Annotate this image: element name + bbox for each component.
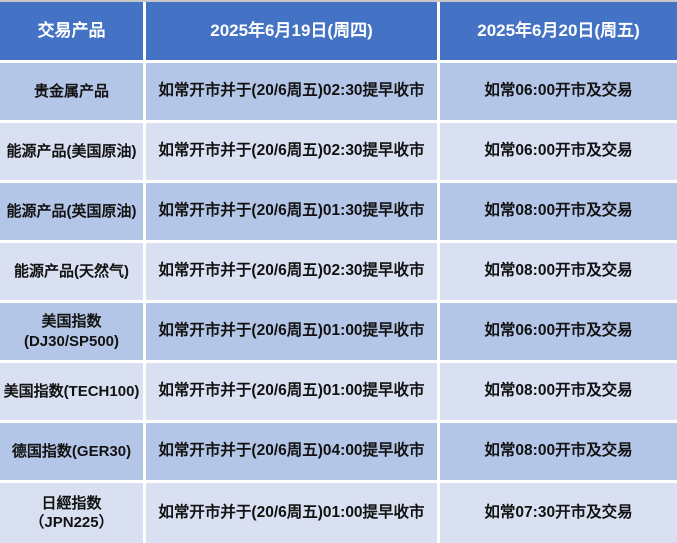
cell-product: 能源产品(美国原油) xyxy=(0,123,143,180)
cell-product: 贵金属产品 xyxy=(0,63,143,120)
cell-jun20-schedule: 如常07:30开市及交易 xyxy=(440,483,677,543)
cell-product: 日經指数 （JPN225） xyxy=(0,483,143,543)
cell-jun20-schedule: 如常08:00开市及交易 xyxy=(440,243,677,300)
cell-jun20-schedule: 如常08:00开市及交易 xyxy=(440,423,677,480)
cell-product: 美国指数(DJ30/SP500) xyxy=(0,303,143,360)
cell-product: 美国指数(TECH100) xyxy=(0,363,143,420)
cell-jun19-schedule: 如常开市并于(20/6周五)01:00提早收市 xyxy=(146,483,437,543)
cell-jun19-schedule: 如常开市并于(20/6周五)01:00提早收市 xyxy=(146,363,437,420)
cell-jun19-schedule: 如常开市并于(20/6周五)02:30提早收市 xyxy=(146,243,437,300)
cell-jun19-schedule: 如常开市并于(20/6周五)02:30提早收市 xyxy=(146,63,437,120)
cell-product: 德国指数(GER30) xyxy=(0,423,143,480)
header-cell-jun20: 2025年6月20日(周五) xyxy=(440,2,677,60)
cell-product: 能源产品(天然气) xyxy=(0,243,143,300)
cell-jun19-schedule: 如常开市并于(20/6周五)01:00提早收市 xyxy=(146,303,437,360)
cell-product: 能源产品(英国原油) xyxy=(0,183,143,240)
cell-jun19-schedule: 如常开市并于(20/6周五)02:30提早收市 xyxy=(146,123,437,180)
cell-jun20-schedule: 如常06:00开市及交易 xyxy=(440,63,677,120)
header-cell-jun19: 2025年6月19日(周四) xyxy=(146,2,437,60)
cell-jun19-schedule: 如常开市并于(20/6周五)04:00提早收市 xyxy=(146,423,437,480)
cell-jun19-schedule: 如常开市并于(20/6周五)01:30提早收市 xyxy=(146,183,437,240)
cell-jun20-schedule: 如常06:00开市及交易 xyxy=(440,303,677,360)
cell-jun20-schedule: 如常06:00开市及交易 xyxy=(440,123,677,180)
cell-jun20-schedule: 如常08:00开市及交易 xyxy=(440,183,677,240)
header-cell-product: 交易产品 xyxy=(0,2,143,60)
cell-jun20-schedule: 如常08:00开市及交易 xyxy=(440,363,677,420)
